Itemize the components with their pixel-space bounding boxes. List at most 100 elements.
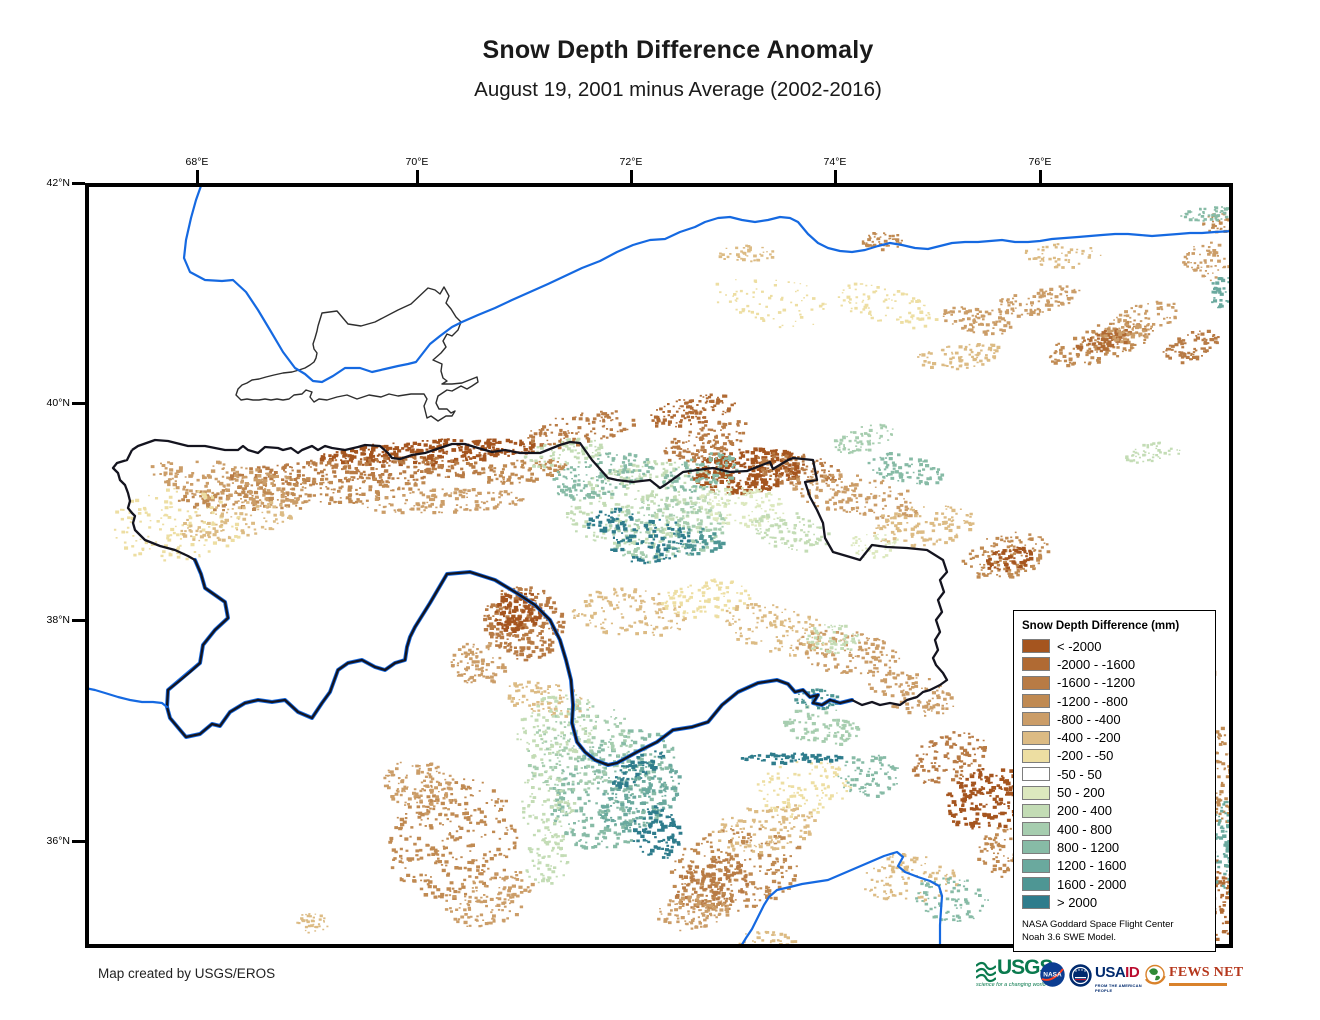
legend-credit-line2: Noah 3.6 SWE Model. <box>1022 932 1116 944</box>
terrain-patch <box>740 752 844 766</box>
terrain-patch <box>942 306 1013 336</box>
usgs-logo: USGS science for a changing world <box>976 956 1054 992</box>
terrain-patch <box>383 761 457 816</box>
lat-tick <box>72 402 85 405</box>
terrain-patch <box>752 452 840 485</box>
legend-label: -800 - -400 <box>1057 711 1121 727</box>
terrain-patch <box>113 487 241 562</box>
terrain-patch <box>444 871 535 928</box>
terrain-patch <box>657 895 730 932</box>
lat-tick-label: 36°N <box>46 835 70 847</box>
terrain-patch <box>478 457 568 485</box>
terrain-patch <box>751 512 831 553</box>
legend-item: -2000 - -1600 <box>1022 655 1215 673</box>
terrain-patch <box>1180 206 1233 222</box>
usaid-seal-icon <box>1069 964 1092 987</box>
river-syr-darya <box>182 183 1233 384</box>
map-author-credit: Map created by USGS/EROS <box>98 966 276 981</box>
terrain-patch <box>571 587 687 637</box>
legend-credit-line1: NASA Goddard Space Flight Center <box>1022 919 1174 931</box>
terrain-patch <box>946 768 1026 830</box>
terrain-patch <box>296 913 329 934</box>
lat-tick <box>72 182 85 185</box>
lon-tick-label: 72°E <box>619 156 643 168</box>
country-border-thin <box>235 286 479 422</box>
terrain-patch <box>1162 329 1220 365</box>
legend-item: 50 - 200 <box>1022 783 1215 801</box>
legend-swatch <box>1022 730 1050 745</box>
legend-credit: NASA Goddard Space Flight Center Noah 3.… <box>1022 919 1209 945</box>
legend-swatch <box>1022 694 1050 709</box>
legend-swatch <box>1022 895 1050 910</box>
legend-item: < -2000 <box>1022 637 1215 655</box>
legend-label: 1600 - 2000 <box>1057 876 1127 892</box>
terrain-patch <box>527 410 636 450</box>
terrain-patch <box>586 507 634 534</box>
terrain-patch <box>663 420 748 463</box>
lon-tick-label: 74°E <box>823 156 847 168</box>
legend-label: -50 - 50 <box>1057 766 1102 782</box>
terrain-patch <box>795 629 901 677</box>
terrain-patch <box>552 452 655 501</box>
legend-label: < -2000 <box>1057 638 1102 654</box>
legend-swatch <box>1022 657 1050 672</box>
terrain-patch <box>718 244 775 263</box>
legend-item: 400 - 800 <box>1022 820 1215 838</box>
lon-tick <box>1039 170 1042 183</box>
terrain-patch <box>483 586 566 662</box>
lon-tick <box>630 170 633 183</box>
terrain-patch <box>986 546 1034 573</box>
terrain-patch <box>867 452 945 486</box>
lon-tick-label: 70°E <box>405 156 429 168</box>
terrain-patch <box>961 531 1051 579</box>
legend-label: 1200 - 1600 <box>1057 858 1127 874</box>
terrain-patch <box>868 670 955 717</box>
usaid-logo-text: USAID <box>1095 964 1140 981</box>
lon-tick <box>416 170 419 183</box>
legend-item: 800 - 1200 <box>1022 838 1215 856</box>
terrain-patch <box>632 805 683 859</box>
legend-label: -1600 - -1200 <box>1057 675 1136 691</box>
usaid-logo-tagline: FROM THE AMERICAN PEOPLE <box>1095 983 1142 993</box>
legend-swatch <box>1022 840 1050 855</box>
legend-item: 1600 - 2000 <box>1022 875 1215 893</box>
terrain-patch <box>1103 300 1178 344</box>
terrain-patch <box>612 750 666 789</box>
legend-swatch <box>1022 803 1050 818</box>
legend-item: 200 - 400 <box>1022 802 1215 820</box>
legend-label: 50 - 200 <box>1057 785 1105 801</box>
terrain-patch <box>792 471 919 520</box>
terrain-patch <box>669 827 802 912</box>
river-south <box>738 850 944 948</box>
legend-item: -200 - -50 <box>1022 747 1215 765</box>
terrain-patch <box>177 476 426 512</box>
fewsnet-globe-icon <box>1145 964 1166 985</box>
nasa-logo: NASA <box>1040 962 1065 992</box>
terrain-patch <box>861 232 903 252</box>
terrain-patch <box>662 452 739 493</box>
legend-swatch <box>1022 785 1050 800</box>
legend-label: -2000 - -1600 <box>1057 656 1136 672</box>
river-panj <box>165 558 854 767</box>
terrain-patch <box>664 527 726 556</box>
legend-item: -400 - -200 <box>1022 728 1215 746</box>
legend-item: -50 - 50 <box>1022 765 1215 783</box>
lat-tick-label: 42°N <box>46 177 70 189</box>
terrain-patch <box>756 761 852 818</box>
legend-item: -1200 - -800 <box>1022 692 1215 710</box>
legend-items: < -2000 -2000 - -1600 -1600 - -1200 -1200 -… <box>1014 637 1215 911</box>
map-canvas <box>85 183 1233 948</box>
terrain-patch <box>711 804 817 855</box>
terrain-patch <box>450 642 508 684</box>
legend-label: > 2000 <box>1057 894 1098 910</box>
legend-swatch <box>1022 712 1050 727</box>
terrain-patch <box>833 423 894 455</box>
usgs-logo-text: USGS <box>997 956 1054 979</box>
terrain-patch <box>783 705 861 746</box>
map-neatline <box>85 183 1233 948</box>
legend-label: 800 - 1200 <box>1057 839 1120 855</box>
legend-item: > 2000 <box>1022 893 1215 911</box>
terrain-patch <box>525 837 570 885</box>
terrain-patch <box>180 500 293 542</box>
